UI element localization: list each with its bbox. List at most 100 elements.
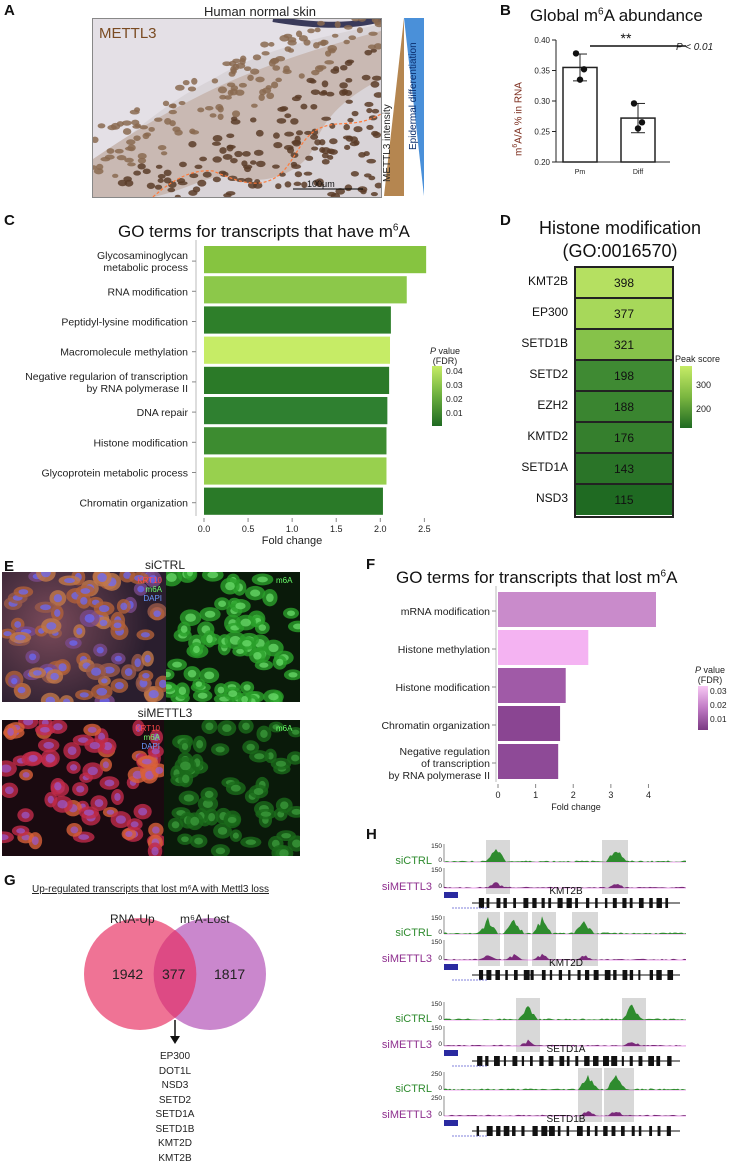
b-ytick-label-2: 0.30: [534, 97, 550, 106]
panel-d-legend-bar: [680, 366, 692, 428]
b-point-1-1: [635, 125, 641, 131]
b-ytick-label-4: 0.40: [534, 36, 550, 45]
channel-krt10: KRT10: [130, 576, 162, 585]
panel-f-title: GO terms for transcripts that lost m6A: [396, 568, 677, 588]
heatmap-row-label-NSD3: NSD3: [508, 491, 568, 505]
panel-d-title-1: Histone modification: [520, 218, 720, 239]
gene-exon-3-6: [532, 1126, 537, 1136]
heatmap-cell-NSD3: 115: [576, 483, 672, 515]
gene-exon-1-12: [585, 970, 589, 980]
panel-h-label: H: [366, 826, 377, 843]
gene-exon-1-18: [638, 970, 640, 980]
f-label-2: Histone modification: [395, 682, 490, 694]
gene-exon-0-4: [513, 898, 516, 908]
siMETTL3-m6a-image: m6A: [164, 720, 300, 856]
gene-exon-3-10: [567, 1126, 570, 1136]
gene-neighbor-3: [444, 1120, 458, 1126]
f-xlabel: Fold change: [551, 802, 601, 812]
gene-exon-1-7: [542, 970, 546, 980]
scale-bar-label: 100μm: [307, 179, 335, 189]
gene-exon-0-7: [542, 898, 545, 908]
gene-exon-2-14: [603, 1056, 609, 1066]
heatmap-row-label-EP300: EP300: [508, 305, 568, 319]
gene-exon-2-0: [477, 1056, 482, 1066]
c-bar-8: [204, 488, 383, 515]
heatmap-row-label-SETD1A: SETD1A: [508, 460, 568, 474]
c-label-6: Histone modification: [93, 437, 188, 449]
gene-name-KMT2B: KMT2B: [549, 886, 583, 897]
f-label-4-c: by RNA polymerase II: [388, 770, 490, 782]
panel-b-title: Global m6A abundance: [530, 6, 703, 26]
panel-g-title: Up-regulated transcripts that lost m⁶A w…: [32, 884, 269, 895]
panel-c-legend-title: P value(FDR): [425, 346, 465, 366]
gene-exon-2-16: [622, 1056, 624, 1066]
gene-list-item: NSD3: [140, 1079, 210, 1094]
b-point-1-0: [631, 100, 637, 106]
track-ctrl-zero-0: 0: [438, 857, 442, 864]
gene-exon-1-10: [568, 970, 570, 980]
gene-list-item: KMT2B: [140, 1152, 210, 1166]
panel-c-label: C: [4, 212, 15, 229]
gene-exon-1-13: [594, 970, 599, 980]
siMETTL3-merge-image: KRT10 m6A DAPI: [2, 720, 164, 856]
venn-overlap-count: 377: [162, 966, 185, 982]
gene-exon-1-0: [479, 970, 483, 980]
f-xtick-label-2: 2: [571, 790, 576, 800]
f-legend-tick-1: 0.02: [710, 700, 727, 710]
gene-exon-2-13: [593, 1056, 599, 1066]
triangle-right-label: Epidermal differentiation: [408, 42, 419, 150]
f-bar-1: [498, 630, 588, 665]
track-ctrl-zero-3: 0: [438, 1085, 442, 1092]
c-label-7: Glycoprotein metabolic process: [42, 468, 188, 480]
gene-exon-3-0: [477, 1126, 479, 1136]
panel-d-label: D: [500, 212, 511, 229]
track-kd-label-2: siMETTL3: [382, 1039, 432, 1051]
gene-exon-3-4: [512, 1126, 516, 1136]
track-kd-ymax-0: 150: [431, 867, 442, 874]
c-bar-0: [204, 246, 426, 273]
gene-exon-3-1: [487, 1126, 493, 1136]
gene-exon-0-14: [605, 898, 607, 908]
venn-left-count: 1942: [112, 966, 143, 982]
gene-exon-0-10: [567, 898, 572, 908]
gene-exon-2-11: [575, 1056, 578, 1066]
venn-right-label: m⁶A-Lost: [180, 912, 230, 926]
gene-exon-2-1: [485, 1056, 488, 1066]
b-point-0-0: [573, 50, 579, 56]
gene-exon-2-9: [559, 1056, 564, 1066]
gene-exon-0-13: [595, 898, 598, 908]
channel-dapi-2: DAPI: [128, 742, 160, 751]
track-kd-label-3: siMETTL3: [382, 1109, 432, 1121]
c-label-8: Chromatin organization: [79, 498, 188, 510]
c-label-3: Macromolecule methylation: [60, 347, 188, 359]
c-bar-1: [204, 276, 407, 303]
c-label-0: Glycosaminoglycan: [97, 250, 188, 262]
track-kd-ymax-1: 150: [431, 939, 442, 946]
gene-exon-3-2: [496, 1126, 500, 1136]
heatmap-row-label-KMTD2: KMTD2: [508, 429, 568, 443]
panel-d-legend-tick-2: 200: [696, 404, 711, 414]
gene-list-item: KMT2D: [140, 1137, 210, 1152]
gene-list-item: SETD1A: [140, 1108, 210, 1123]
gene-exon-2-8: [549, 1056, 554, 1066]
gene-list-item: SETD1B: [140, 1123, 210, 1138]
gene-exon-0-9: [558, 898, 563, 908]
gene-exon-1-17: [630, 970, 633, 980]
heatmap-row-label-KMT2B: KMT2B: [508, 274, 568, 288]
track-kd-ymax-2: 150: [431, 1025, 442, 1032]
gene-exon-3-14: [603, 1126, 607, 1136]
track-ctrl-ymax-0: 150: [431, 843, 442, 850]
b-ytick-label-0: 0.20: [534, 158, 550, 167]
gene-exon-3-11: [577, 1126, 583, 1136]
gene-exon-2-2: [494, 1056, 500, 1066]
gene-list-item: SETD2: [140, 1094, 210, 1109]
gene-exon-0-16: [622, 898, 626, 908]
track-ctrl-signal-2: [444, 1004, 686, 1020]
track-kd-zero-3: 0: [438, 1111, 442, 1118]
heatmap-cell-EZH2: 188: [576, 390, 672, 422]
gene-exon-2-12: [584, 1056, 589, 1066]
